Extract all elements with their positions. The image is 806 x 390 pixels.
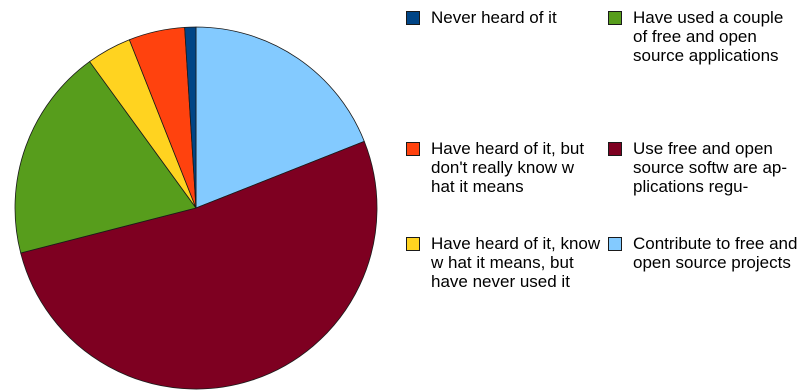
legend-label: Never heard of it <box>431 8 557 27</box>
legend-swatch <box>406 237 420 251</box>
legend-label: Use free and open source softw are ap-pl… <box>633 139 788 196</box>
pie-slice-2 <box>14 61 197 254</box>
legend-swatch <box>406 11 420 25</box>
legend-label: Have heard of it, but don't really know … <box>431 139 585 196</box>
legend-item-used-couple: Have used a couple of free and open sour… <box>608 8 798 65</box>
legend-swatch <box>406 142 420 156</box>
legend-item-never-heard: Never heard of it <box>406 8 606 27</box>
legend-item-heard-know-never-used: Have heard of it, know w hat it means, b… <box>406 234 606 291</box>
pie-slice-0 <box>195 26 365 209</box>
legend-item-contribute: Contribute to free and open source proje… <box>608 234 798 272</box>
pie-slice-5 <box>184 26 197 209</box>
legend-label: Have used a couple of free and open sour… <box>633 8 784 65</box>
legend-swatch <box>608 142 622 156</box>
legend-item-heard-not-know: Have heard of it, but don't really know … <box>406 139 606 196</box>
pie-slices <box>14 26 378 390</box>
legend-label: Contribute to free and open source proje… <box>633 234 798 272</box>
pie-slice-1 <box>20 140 378 390</box>
pie-chart <box>14 26 378 390</box>
legend-swatch <box>608 11 622 25</box>
legend-label: Have heard of it, know w hat it means, b… <box>431 234 601 291</box>
legend-swatch <box>608 237 622 251</box>
legend-item-use-regularly: Use free and open source softw are ap-pl… <box>608 139 798 196</box>
